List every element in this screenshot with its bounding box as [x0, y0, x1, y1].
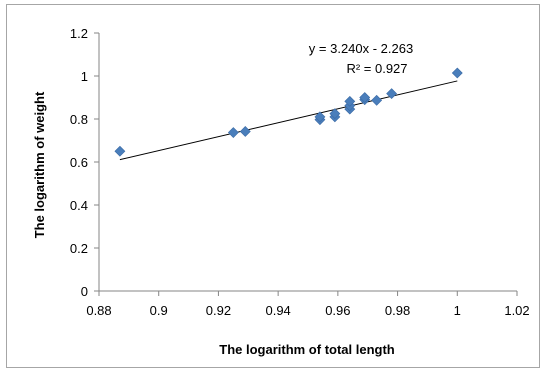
data-point [371, 94, 383, 106]
data-point [314, 111, 326, 123]
x-tick-label: 1.02 [504, 303, 529, 318]
x-tick-label: 0.98 [385, 303, 410, 318]
x-tick-label: 0.96 [325, 303, 350, 318]
chart-container: 0.88 0.9 0.92 0.94 0.96 0.98 1 1.02 0 0.2 0.4 0.6 0.… [6, 4, 540, 368]
x-tick-label: 0.92 [206, 303, 231, 318]
x-tick-label: 1 [454, 303, 461, 318]
data-point [359, 92, 371, 103]
data-point [239, 126, 251, 137]
y-tick-label: 1 [81, 69, 88, 84]
y-tick-label: 0.2 [70, 241, 88, 256]
y-tick-label: 0.4 [70, 198, 88, 213]
y-tick-label: 1.2 [70, 26, 88, 41]
data-point [451, 67, 463, 79]
tick-labels: 0.88 0.9 0.92 0.94 0.96 0.98 1 1.02 0 0.2 0.4 0.6 0.… [70, 26, 530, 318]
axes [94, 32, 518, 296]
trendline-equation: y = 3.240x - 2.263 [309, 41, 413, 56]
trendline [119, 80, 458, 161]
r-squared-label: R² = 0.927 [346, 61, 407, 76]
data-points [114, 67, 463, 157]
y-tick-label: 0.8 [70, 112, 88, 127]
y-axis-title: The logarithm of weight [32, 91, 47, 238]
data-point [329, 108, 341, 120]
data-point [386, 88, 398, 100]
data-point [227, 127, 239, 138]
y-tick-label: 0 [81, 284, 88, 299]
data-point [344, 95, 356, 107]
y-tick-label: 0.6 [70, 155, 88, 170]
x-tick-label: 0.9 [150, 303, 168, 318]
x-tick-label: 0.94 [265, 303, 290, 318]
data-point [114, 145, 126, 157]
scatter-chart: 0.88 0.9 0.92 0.94 0.96 0.98 1 1.02 0 0.2 0.4 0.6 0.… [32, 26, 530, 357]
x-axis-title: The logarithm of total length [219, 342, 395, 357]
x-tick-label: 0.88 [86, 303, 111, 318]
